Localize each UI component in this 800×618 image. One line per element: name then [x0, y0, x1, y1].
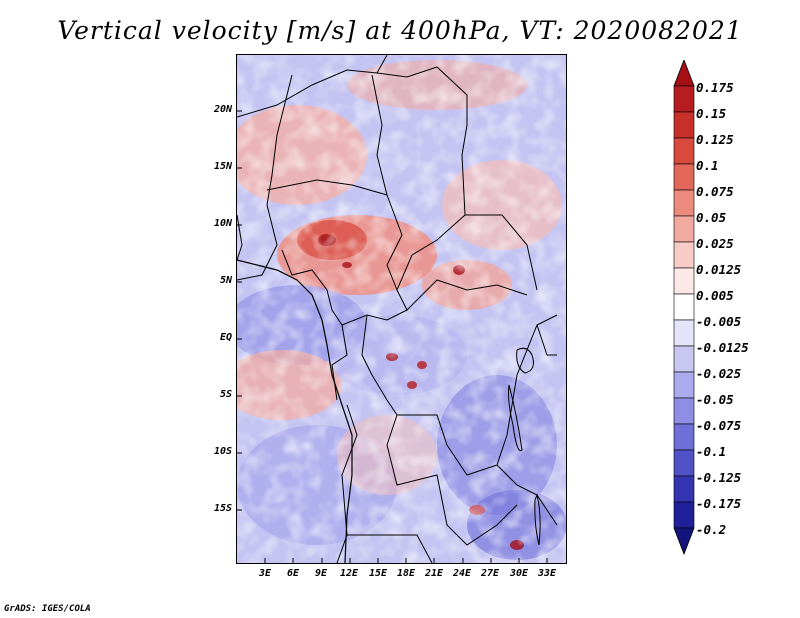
- lakes: [508, 347, 541, 546]
- colorbar-label: -0.0125: [696, 340, 749, 355]
- border-line: [396, 279, 528, 311]
- coastline: [237, 259, 353, 563]
- border-line: [361, 314, 398, 446]
- colorbar-label: -0.05: [696, 392, 734, 407]
- colorbar-label: -0.075: [696, 418, 742, 433]
- lat-label: 15N: [213, 161, 232, 172]
- colorbar-label: -0.2: [696, 522, 727, 537]
- colorbar-label: -0.1: [696, 444, 727, 459]
- colorbar-label: 0.025: [696, 236, 734, 251]
- colorbar-segment: [673, 137, 695, 165]
- border-line: [386, 214, 538, 292]
- border-line: [496, 464, 558, 526]
- lon-label: 9E: [314, 568, 328, 579]
- map-panel: [236, 54, 567, 564]
- colorbar-segment: [673, 423, 695, 451]
- lon-label: 30E: [509, 568, 529, 579]
- lon-label: 27E: [480, 568, 500, 579]
- border-line: [371, 74, 388, 196]
- colorbar-label: 0.075: [696, 184, 734, 199]
- lon-label: 3E: [258, 568, 272, 579]
- map-field: [237, 55, 566, 563]
- colorbar-label: 0.1: [696, 158, 719, 173]
- field-texture: [237, 55, 566, 563]
- colorbar-segment: [673, 241, 695, 269]
- border-line: [237, 204, 278, 281]
- colorbar-segment: [673, 371, 695, 399]
- colorbar-label: 0.175: [696, 80, 734, 95]
- colorbar-label: 0.05: [696, 210, 727, 225]
- lon-label: 21E: [424, 568, 444, 579]
- lon-label: 33E: [537, 568, 557, 579]
- border-line: [536, 324, 557, 356]
- tick-marks: [237, 110, 548, 563]
- country-borders: [237, 55, 558, 563]
- lat-label: 20N: [213, 104, 232, 115]
- colorbar-segment: [673, 345, 695, 373]
- border-line: [386, 444, 518, 546]
- colorbar: [673, 60, 695, 556]
- colorbar-label: -0.125: [696, 470, 742, 485]
- lake-malawi: [534, 493, 541, 546]
- lat-label: 5N: [219, 275, 232, 286]
- colorbar-label: -0.025: [696, 366, 742, 381]
- lat-label: 10N: [213, 218, 232, 229]
- colorbar-label: -0.175: [696, 496, 742, 511]
- lon-label: 12E: [339, 568, 359, 579]
- lon-label: 18E: [396, 568, 416, 579]
- colorbar-segment: [673, 111, 695, 139]
- colorbar-segment: [673, 293, 695, 321]
- colorbar-segment: [673, 501, 695, 529]
- colorbar-segment: [673, 475, 695, 503]
- credit-text: GrADS: IGES/COLA: [4, 604, 91, 614]
- colorbar-arrow-bottom: [673, 527, 695, 556]
- colorbar-label: 0.0125: [696, 262, 742, 277]
- colorbar-label: 0.15: [696, 106, 727, 121]
- lat-label: 5S: [219, 389, 232, 400]
- lon-label: 15E: [368, 568, 388, 579]
- lon-label: 24E: [452, 568, 472, 579]
- colorbar-segment: [673, 85, 695, 113]
- colorbar-label: 0.005: [696, 288, 734, 303]
- border-line: [376, 66, 468, 216]
- lat-label: 15S: [213, 503, 232, 514]
- colorbar-segment: [673, 215, 695, 243]
- border-line: [347, 534, 433, 563]
- colorbar-segment: [673, 397, 695, 425]
- colorbar-arrow-top: [673, 60, 695, 87]
- colorbar-segment: [673, 189, 695, 217]
- colorbar-segment: [673, 267, 695, 295]
- colorbar-label: 0.125: [696, 132, 734, 147]
- lat-label: 10S: [213, 446, 232, 457]
- colorbar-segment: [673, 449, 695, 477]
- border-line: [266, 179, 403, 266]
- border-line: [281, 249, 333, 311]
- lake-victoria: [516, 347, 534, 374]
- colorbar-segment: [673, 319, 695, 347]
- border-line: [237, 55, 388, 118]
- colorbar-segment: [673, 163, 695, 191]
- lon-label: 6E: [286, 568, 300, 579]
- chart-title: Vertical velocity [m/s] at 400hPa, VT: 2…: [57, 16, 743, 45]
- lat-label: EQ: [219, 332, 232, 343]
- lake-tanganyika: [508, 384, 523, 452]
- colorbar-label: -0.005: [696, 314, 742, 329]
- border-line: [336, 404, 358, 563]
